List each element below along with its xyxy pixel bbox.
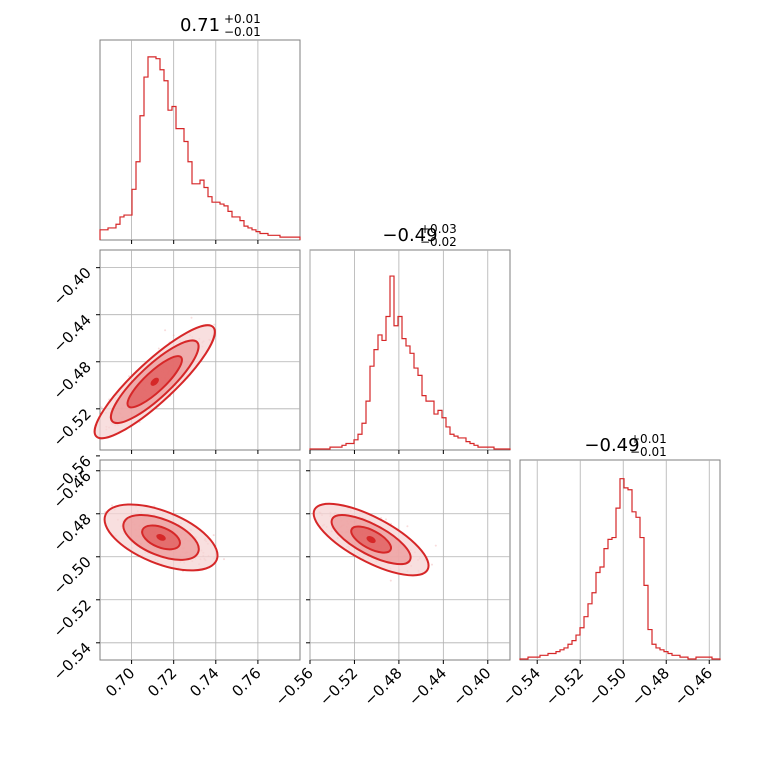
title-p2-lower: −0.02 xyxy=(420,235,457,249)
tick-label: 0.76 xyxy=(228,664,264,700)
title-p3-lower: −0.01 xyxy=(630,445,667,459)
tick-label: −0.50 xyxy=(585,664,630,709)
tick-label: −0.48 xyxy=(360,664,405,709)
tick-label: −0.54 xyxy=(499,664,544,709)
contour-core xyxy=(150,377,159,386)
scatter-point xyxy=(100,406,103,409)
title-p1-lower: −0.01 xyxy=(224,25,261,39)
tick-label: −0.44 xyxy=(405,664,450,709)
scatter-point xyxy=(223,558,225,561)
tick-label: 0.74 xyxy=(186,664,222,700)
scatter-point xyxy=(380,517,383,519)
xticks-p3: −0.54−0.52−0.50−0.48−0.46 xyxy=(499,660,716,709)
yticks-p1-p2: −0.56−0.52−0.48−0.44−0.40 xyxy=(50,264,100,497)
tick-label: −0.44 xyxy=(50,311,95,356)
contour-core xyxy=(366,536,376,544)
scatter-point xyxy=(431,563,433,566)
title-p3: −0.49 xyxy=(584,435,639,456)
histogram-p1 xyxy=(99,56,301,240)
yticks-p1-p3: −0.54−0.52−0.50−0.48−0.46 xyxy=(50,467,100,684)
xticks-p1: 0.70 0.72 0.74 0.76 xyxy=(102,660,265,700)
contours-p1-p2 xyxy=(93,324,216,440)
scatter-point xyxy=(213,323,216,326)
tick-label: −0.54 xyxy=(50,639,95,684)
scatter-point xyxy=(212,534,215,537)
tick-label: 0.72 xyxy=(144,664,180,700)
contours-p1-p3 xyxy=(103,503,219,572)
scatter-point xyxy=(190,316,193,319)
scatter-point xyxy=(172,509,175,512)
tick-label: −0.52 xyxy=(50,596,95,641)
title-p1: 0.71 xyxy=(180,15,220,36)
panel-hist-p3: −0.54−0.52−0.50−0.48−0.46 −0.49 +0.01 −0… xyxy=(499,432,721,709)
tick-label: −0.48 xyxy=(50,358,95,403)
scatter-point xyxy=(406,525,409,528)
scatter-point xyxy=(164,329,167,332)
tick-label: −0.48 xyxy=(628,664,673,709)
panel-joint-p2-p3: −0.56 −0.52 −0.48 −0.44 −0.40 xyxy=(272,459,511,709)
tick-label: −0.52 xyxy=(50,405,95,450)
scatter-point xyxy=(128,375,131,378)
histogram-p3 xyxy=(519,478,721,660)
xticks-p2: −0.56 −0.52 −0.48 −0.44 −0.40 xyxy=(272,660,495,709)
tick-label: −0.56 xyxy=(272,664,317,709)
contour-core xyxy=(156,534,166,541)
scatter-point xyxy=(385,518,387,521)
scatter-point xyxy=(157,347,160,350)
panel-hist-p1: 0.71 +0.01 −0.01 xyxy=(99,12,301,244)
tick-label: −0.40 xyxy=(449,664,494,709)
scatter-point xyxy=(389,579,392,582)
tick-label: −0.48 xyxy=(50,510,95,555)
scatter-point xyxy=(434,544,437,547)
histogram-p2 xyxy=(309,275,511,450)
contours-p2-p3 xyxy=(312,502,430,577)
panel-joint-p1-p3: −0.54−0.52−0.50−0.48−0.46 0.70 0.72 0.74 0.… xyxy=(50,459,301,700)
tick-label: 0.70 xyxy=(102,664,138,700)
title-p2: −0.49 xyxy=(382,225,437,246)
tick-label: −0.52 xyxy=(542,664,587,709)
ticks-hist-p1 xyxy=(131,240,259,244)
tick-label: −0.50 xyxy=(50,553,95,598)
title-p2-upper: +0.03 xyxy=(420,222,457,236)
title-p3-upper: +0.01 xyxy=(630,432,667,446)
scatter-point xyxy=(172,334,175,337)
title-p1-upper: +0.01 xyxy=(224,12,261,26)
panel-hist-p2: −0.49 +0.03 −0.02 xyxy=(309,222,511,454)
tick-label: −0.52 xyxy=(316,664,361,709)
tick-label: −0.46 xyxy=(671,664,716,709)
scatter-point xyxy=(111,504,113,507)
tick-label: −0.40 xyxy=(50,264,95,309)
